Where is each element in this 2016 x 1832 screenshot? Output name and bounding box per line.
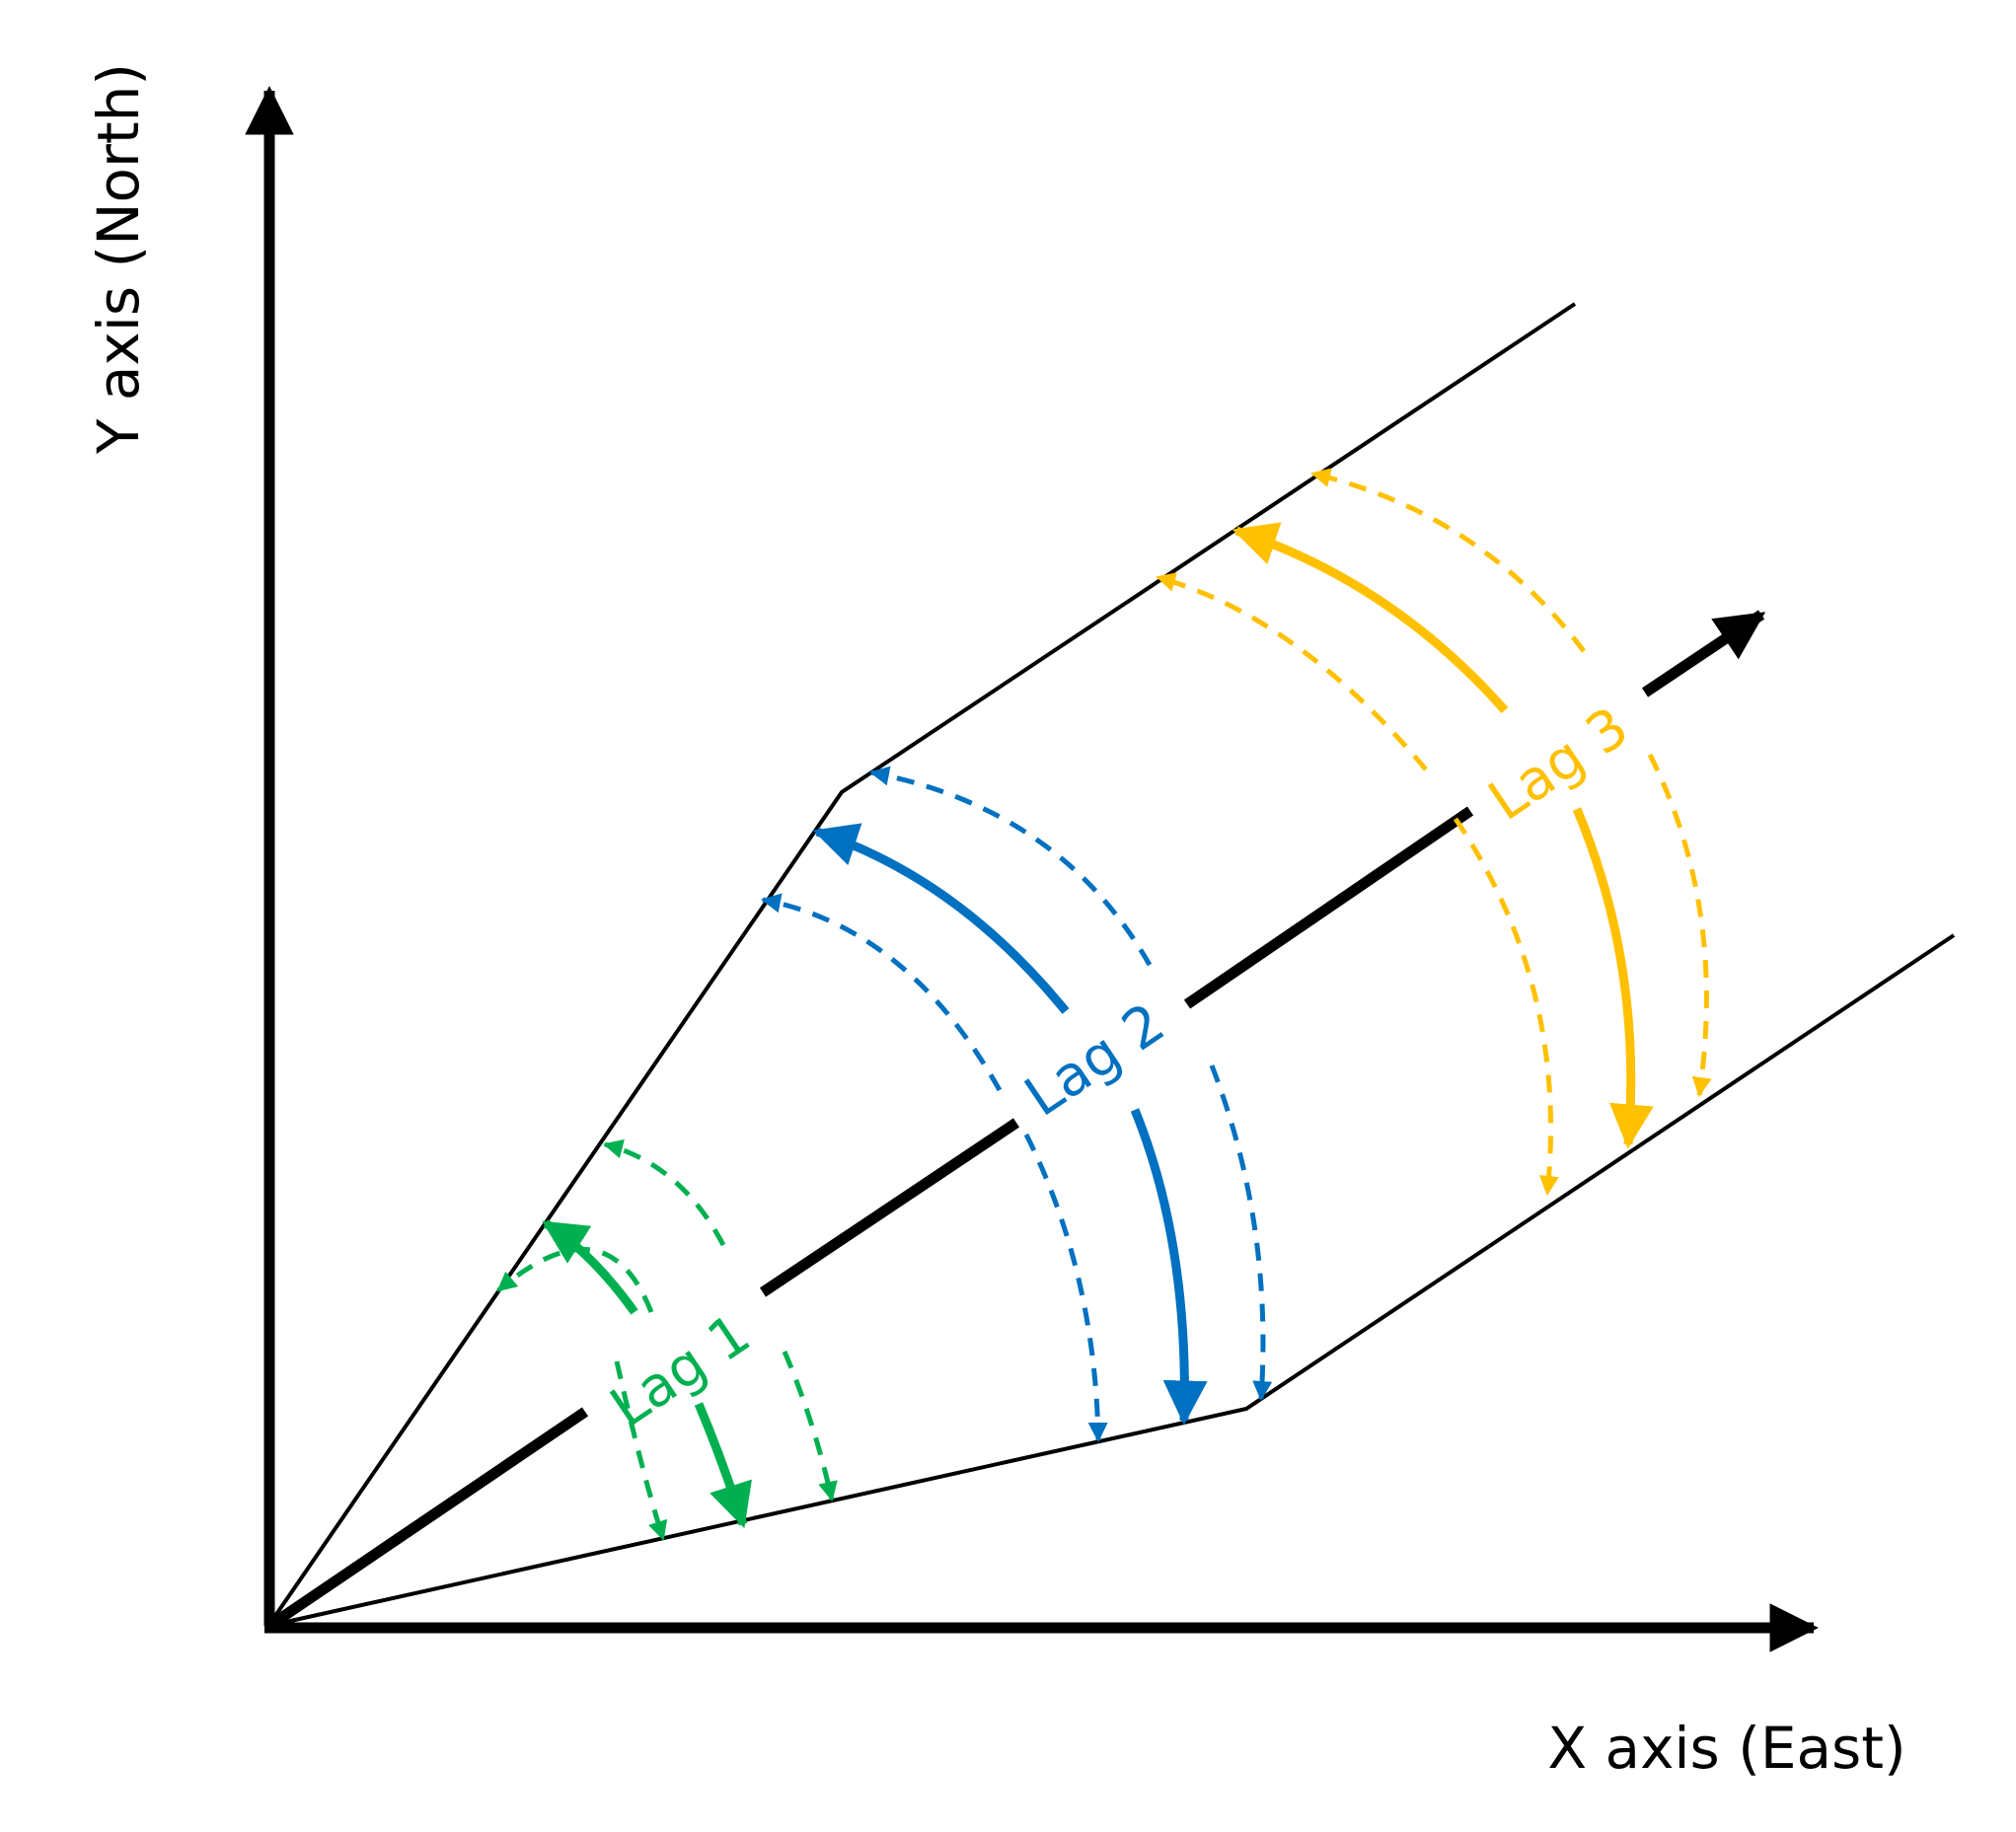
lag-3-inner-dashed-arc-lower xyxy=(1453,817,1559,1196)
lag-1-label: Lag 1 xyxy=(599,1302,761,1440)
lag-1-inner-dashed-arc xyxy=(496,1246,654,1313)
lag-3-outer-dashed-arc-upper xyxy=(1310,468,1586,653)
lag-2-solid-arc-upper xyxy=(812,823,1070,1014)
lag-2-inner-dashed-arc-lower xyxy=(1023,1133,1108,1442)
lag-1-outer-dashed-arc-upper xyxy=(603,1138,726,1247)
direction-vector-arrow xyxy=(1641,610,1766,697)
direction-vector xyxy=(268,610,1766,1629)
lag-2-inner-dashed-arc-upper xyxy=(761,893,1003,1092)
lag-1-outer-dashed-arc-lower xyxy=(782,1351,838,1502)
lag-3-solid-arc-lower xyxy=(1572,807,1654,1149)
lag-1-solid-arc-lower xyxy=(694,1402,752,1529)
lag-1-solid-arc-upper xyxy=(542,1219,638,1315)
lag-1-arcs xyxy=(496,1138,838,1541)
search-window-upper-boundary xyxy=(266,302,1577,1628)
lag-2-outer-dashed-arc-upper xyxy=(869,766,1153,967)
lag-3-label: Lag 3 xyxy=(1477,696,1639,834)
lag-2-arcs xyxy=(761,766,1273,1442)
lag-1-inner-dashed-arc-lower xyxy=(614,1360,668,1541)
lag-2-outer-dashed-arc-lower xyxy=(1209,1064,1273,1401)
lag-3-solid-arc-upper xyxy=(1232,522,1509,713)
lag-2-solid-arc-lower xyxy=(1130,1108,1208,1426)
y-axis-label: Y axis (North) xyxy=(85,63,152,455)
lag-3-arcs xyxy=(1156,468,1712,1196)
lag-3-outer-dashed-arc-lower xyxy=(1647,753,1712,1097)
lag-2-label: Lag 2 xyxy=(1013,991,1175,1130)
search-window-lower-boundary xyxy=(267,933,1956,1628)
x-axis-label: X axis (East) xyxy=(1547,1715,1905,1782)
